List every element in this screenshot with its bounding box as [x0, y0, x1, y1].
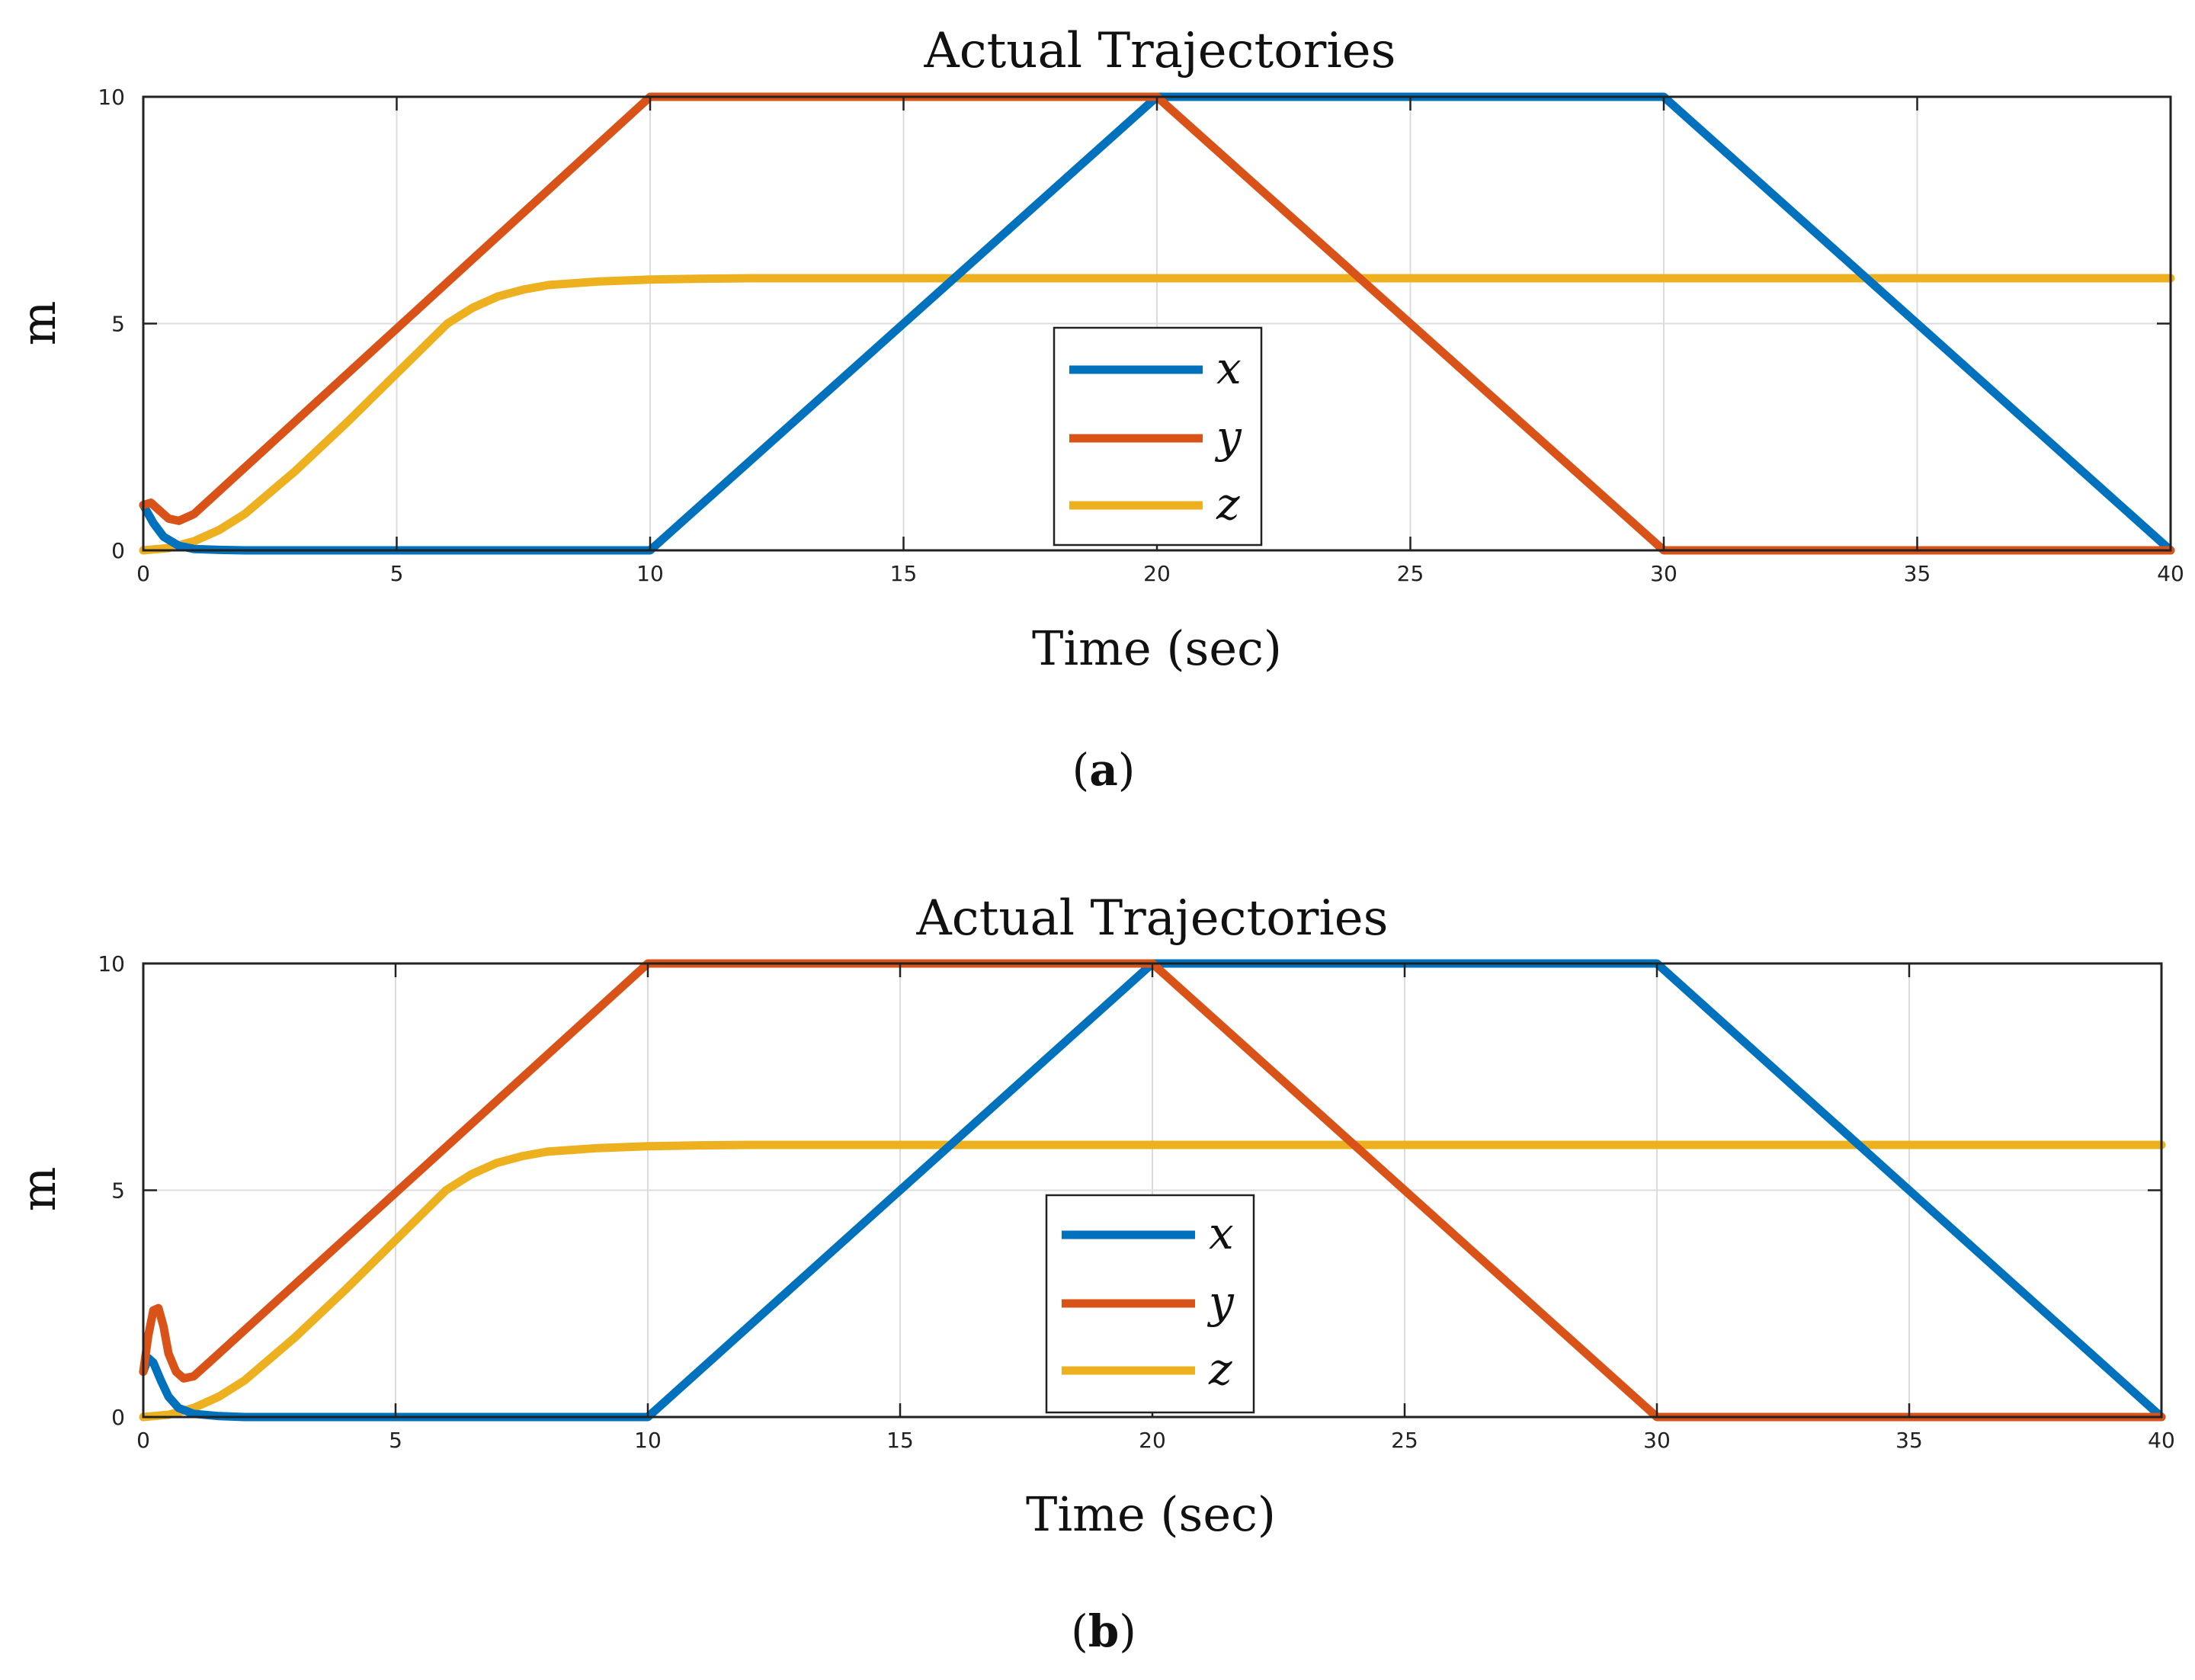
- ticks: 0 5 10 15 20 25 30 35 40 0 5 10: [98, 951, 2174, 1453]
- x-tick-label: 0: [136, 561, 150, 586]
- x-tick-label: 10: [636, 561, 664, 586]
- x-tick-label: 35: [1895, 1428, 1923, 1453]
- series-line-z: [139, 274, 2175, 555]
- caption-a: (a): [1072, 744, 1136, 796]
- x-tick-label: 5: [389, 1428, 402, 1453]
- y-tick-label: 0: [111, 1405, 125, 1430]
- chart-title: Actual Trajectories: [916, 890, 1389, 947]
- chart-panel-a: Actual Trajectories 0 5 10 15 20 25 30 35 40 0 5 10…: [11, 23, 2184, 796]
- legend: x y z: [1053, 326, 1263, 547]
- x-axis-label: Time (sec): [1026, 1486, 1276, 1542]
- series-line-y: [139, 92, 2175, 555]
- y-axis-label: m: [11, 301, 66, 346]
- x-tick-label: 10: [634, 1428, 662, 1453]
- legend-label-x: x: [1209, 1207, 1234, 1259]
- x-tick-label: 15: [890, 561, 918, 586]
- x-tick-label: 35: [1904, 561, 1931, 586]
- y-axis-label: m: [11, 1167, 66, 1212]
- y-tick-label: 5: [111, 1178, 125, 1204]
- x-tick-label: 20: [1139, 1428, 1166, 1453]
- legend-label-y: y: [1206, 1276, 1235, 1328]
- x-tick-label: 30: [1650, 561, 1677, 586]
- x-tick-label: 20: [1143, 561, 1171, 586]
- legend: x y z: [1045, 1194, 1255, 1414]
- x-tick-label: 0: [136, 1428, 150, 1453]
- chart-panel-b: Actual Trajectories 0 5 10 15 20 25 30 35 40 0 5 10…: [11, 890, 2175, 1657]
- legend-label-y: y: [1214, 411, 1242, 463]
- legend-label-z: z: [1208, 1343, 1232, 1395]
- legend-label-x: x: [1216, 342, 1242, 394]
- caption-b: (b): [1071, 1605, 1136, 1657]
- y-tick-label: 0: [111, 538, 125, 563]
- series-line-z: [139, 1140, 2166, 1422]
- y-tick-label: 10: [98, 951, 125, 976]
- chart-title: Actual Trajectories: [924, 23, 1396, 79]
- legend-label-z: z: [1216, 478, 1240, 530]
- x-tick-label: 30: [1643, 1428, 1671, 1453]
- ticks: 0 5 10 15 20 25 30 35 40 0 5 10: [98, 85, 2184, 586]
- x-tick-label: 40: [2157, 561, 2184, 586]
- x-tick-label: 25: [1391, 1428, 1418, 1453]
- y-tick-label: 10: [98, 85, 125, 110]
- x-axis-label: Time (sec): [1032, 620, 1282, 676]
- x-tick-label: 5: [390, 561, 404, 586]
- x-tick-label: 25: [1397, 561, 1424, 586]
- x-tick-label: 15: [886, 1428, 914, 1453]
- x-tick-label: 40: [2148, 1428, 2175, 1453]
- y-tick-label: 5: [111, 312, 125, 337]
